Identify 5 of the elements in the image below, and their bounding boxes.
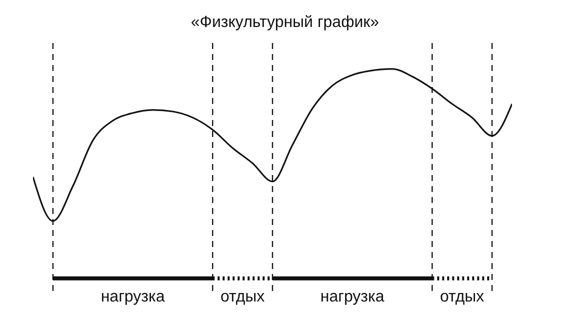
chart-title: «Физкультурный график» (190, 13, 380, 33)
text: нагрузка (100, 288, 165, 306)
text: нагрузка (320, 288, 384, 306)
text: отдых (440, 288, 484, 306)
text: отдых (220, 288, 265, 306)
